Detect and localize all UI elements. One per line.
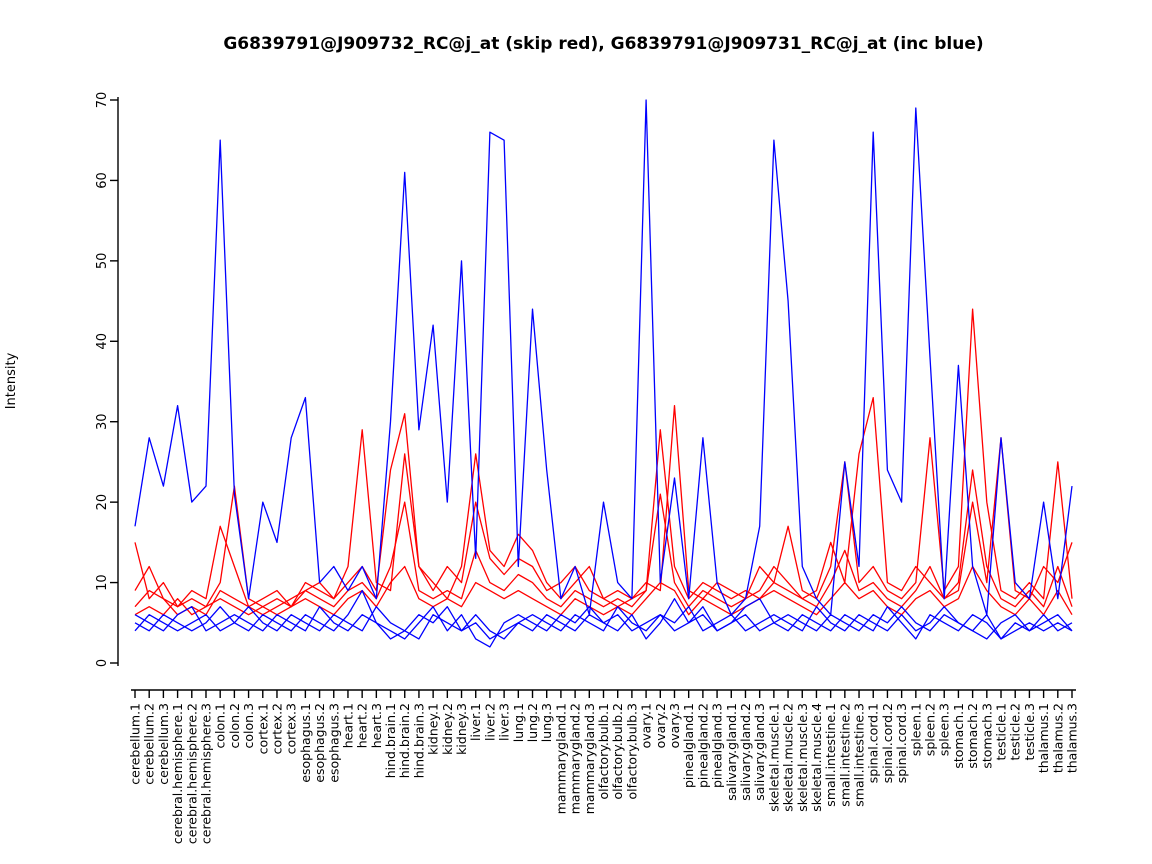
x-tick-label: small.intestine.1 — [823, 703, 838, 807]
x-tick-label: colon.1 — [213, 703, 228, 749]
x-tick-label: spleen.3 — [937, 703, 952, 756]
series-line-skip-probe-1 — [134, 308, 1073, 608]
x-tick-label: kidney.1 — [426, 703, 441, 755]
y-tick-label: 60 — [95, 172, 110, 189]
x-tick-label: mammarygland.1 — [553, 703, 568, 814]
x-tick-label: stomach.1 — [951, 703, 966, 769]
chart-title: G6839791@J909732_RC@j_at (skip red), G68… — [223, 34, 984, 54]
series-line-skip-probe-4 — [134, 565, 1073, 616]
x-tick-label: skeletal.muscle.4 — [809, 703, 824, 812]
x-tick-label: kidney.2 — [440, 703, 455, 755]
x-tick-label: mammarygland.3 — [582, 703, 597, 814]
x-tick-label: cerebellum.3 — [156, 703, 171, 785]
x-tick-label: lung.1 — [511, 703, 526, 742]
x-tick-label: testicle.2 — [1008, 703, 1023, 760]
series-line-skip-probe-3 — [134, 469, 1073, 616]
x-tick-label: olfactory.bulb.1 — [596, 703, 611, 800]
x-tick-label: esophagus.1 — [298, 703, 313, 783]
x-tick-label: heart.3 — [369, 703, 384, 748]
y-axis-title: Intensity — [4, 352, 19, 410]
x-tick-label: spleen.1 — [908, 703, 923, 756]
x-tick-label: hind.brain.1 — [383, 703, 398, 778]
y-tick-label: 0 — [95, 659, 110, 667]
x-tick-label: stomach.3 — [979, 703, 994, 769]
x-tick-label: skeletal.muscle.2 — [781, 703, 796, 812]
x-tick-label: lung.3 — [539, 703, 554, 742]
x-tick-label: salivary.gland.2 — [738, 703, 753, 801]
y-tick-label: 10 — [95, 574, 110, 591]
x-tick-label: lung.2 — [525, 703, 540, 742]
x-tick-label: heart.1 — [340, 703, 355, 748]
series-line-inc-probe-3 — [134, 606, 1073, 640]
x-tick-label: esophagus.2 — [312, 703, 327, 783]
y-tick-label: 70 — [95, 92, 110, 109]
x-tick-label: cortex.2 — [269, 703, 284, 754]
x-tick-label: cerebral.hemisphere.1 — [170, 703, 185, 844]
x-tick-label: hind.brain.3 — [411, 703, 426, 778]
x-tick-label: small.intestine.2 — [837, 703, 852, 807]
x-tick-label: cortex.1 — [255, 703, 270, 754]
x-tick-label: hind.brain.2 — [397, 703, 412, 778]
x-tick-label: stomach.2 — [965, 703, 980, 769]
x-tick-label: liver.1 — [468, 703, 483, 741]
x-tick-label: cerebral.hemisphere.3 — [198, 703, 213, 844]
x-tick-label: pinealgland.3 — [710, 703, 725, 788]
x-tick-label: cerebellum.2 — [142, 703, 157, 785]
x-tick-label: spinal.cord.3 — [894, 703, 909, 783]
x-tick-label: spleen.2 — [923, 703, 938, 756]
x-tick-label: olfactory.bulb.2 — [610, 703, 625, 800]
x-tick-label: mammarygland.2 — [568, 703, 583, 814]
x-tick-label: kidney.3 — [454, 703, 469, 755]
y-tick-label: 30 — [95, 413, 110, 430]
x-tick-label: spinal.cord.2 — [880, 703, 895, 783]
x-tick-label: ovary.3 — [667, 703, 682, 748]
x-tick-label: heart.2 — [355, 703, 370, 748]
x-tick-label: colon.2 — [227, 703, 242, 749]
x-tick-label: pinealgland.2 — [695, 703, 710, 788]
x-tick-label: small.intestine.3 — [852, 703, 867, 807]
x-tick-label: salivary.gland.1 — [724, 703, 739, 801]
x-tick-label: olfactory.bulb.3 — [624, 703, 639, 800]
x-tick-label: cerebellum.1 — [128, 703, 143, 785]
x-tick-label: skeletal.muscle.3 — [795, 703, 810, 812]
x-tick-label: skeletal.muscle.1 — [766, 703, 781, 812]
x-tick-label: pinealgland.1 — [681, 703, 696, 788]
x-tick-label: thalamus.2 — [1050, 703, 1065, 773]
x-tick-label: ovary.1 — [639, 703, 654, 748]
series-line-inc-probe-1 — [134, 99, 1073, 616]
x-tick-label: liver.3 — [497, 703, 512, 741]
x-tick-label: thalamus.1 — [1036, 703, 1051, 773]
x-tick-label: testicle.3 — [1022, 703, 1037, 760]
y-tick-label: 20 — [95, 494, 110, 511]
x-tick-label: esophagus.3 — [326, 703, 341, 783]
x-tick-label: cerebral.hemisphere.2 — [184, 703, 199, 844]
y-tick-label: 40 — [95, 333, 110, 350]
x-tick-label: liver.2 — [482, 703, 497, 741]
series-line-inc-probe-4 — [134, 606, 1073, 640]
y-tick-label: 50 — [95, 253, 110, 270]
x-tick-label: cortex.3 — [284, 703, 299, 754]
x-tick-label: colon.3 — [241, 703, 256, 749]
x-tick-label: thalamus.3 — [1065, 703, 1080, 773]
x-tick-label: salivary.gland.3 — [752, 703, 767, 801]
x-tick-label: testicle.1 — [994, 703, 1009, 760]
x-tick-label: ovary.2 — [653, 703, 668, 748]
x-tick-label: spinal.cord.1 — [866, 703, 881, 783]
